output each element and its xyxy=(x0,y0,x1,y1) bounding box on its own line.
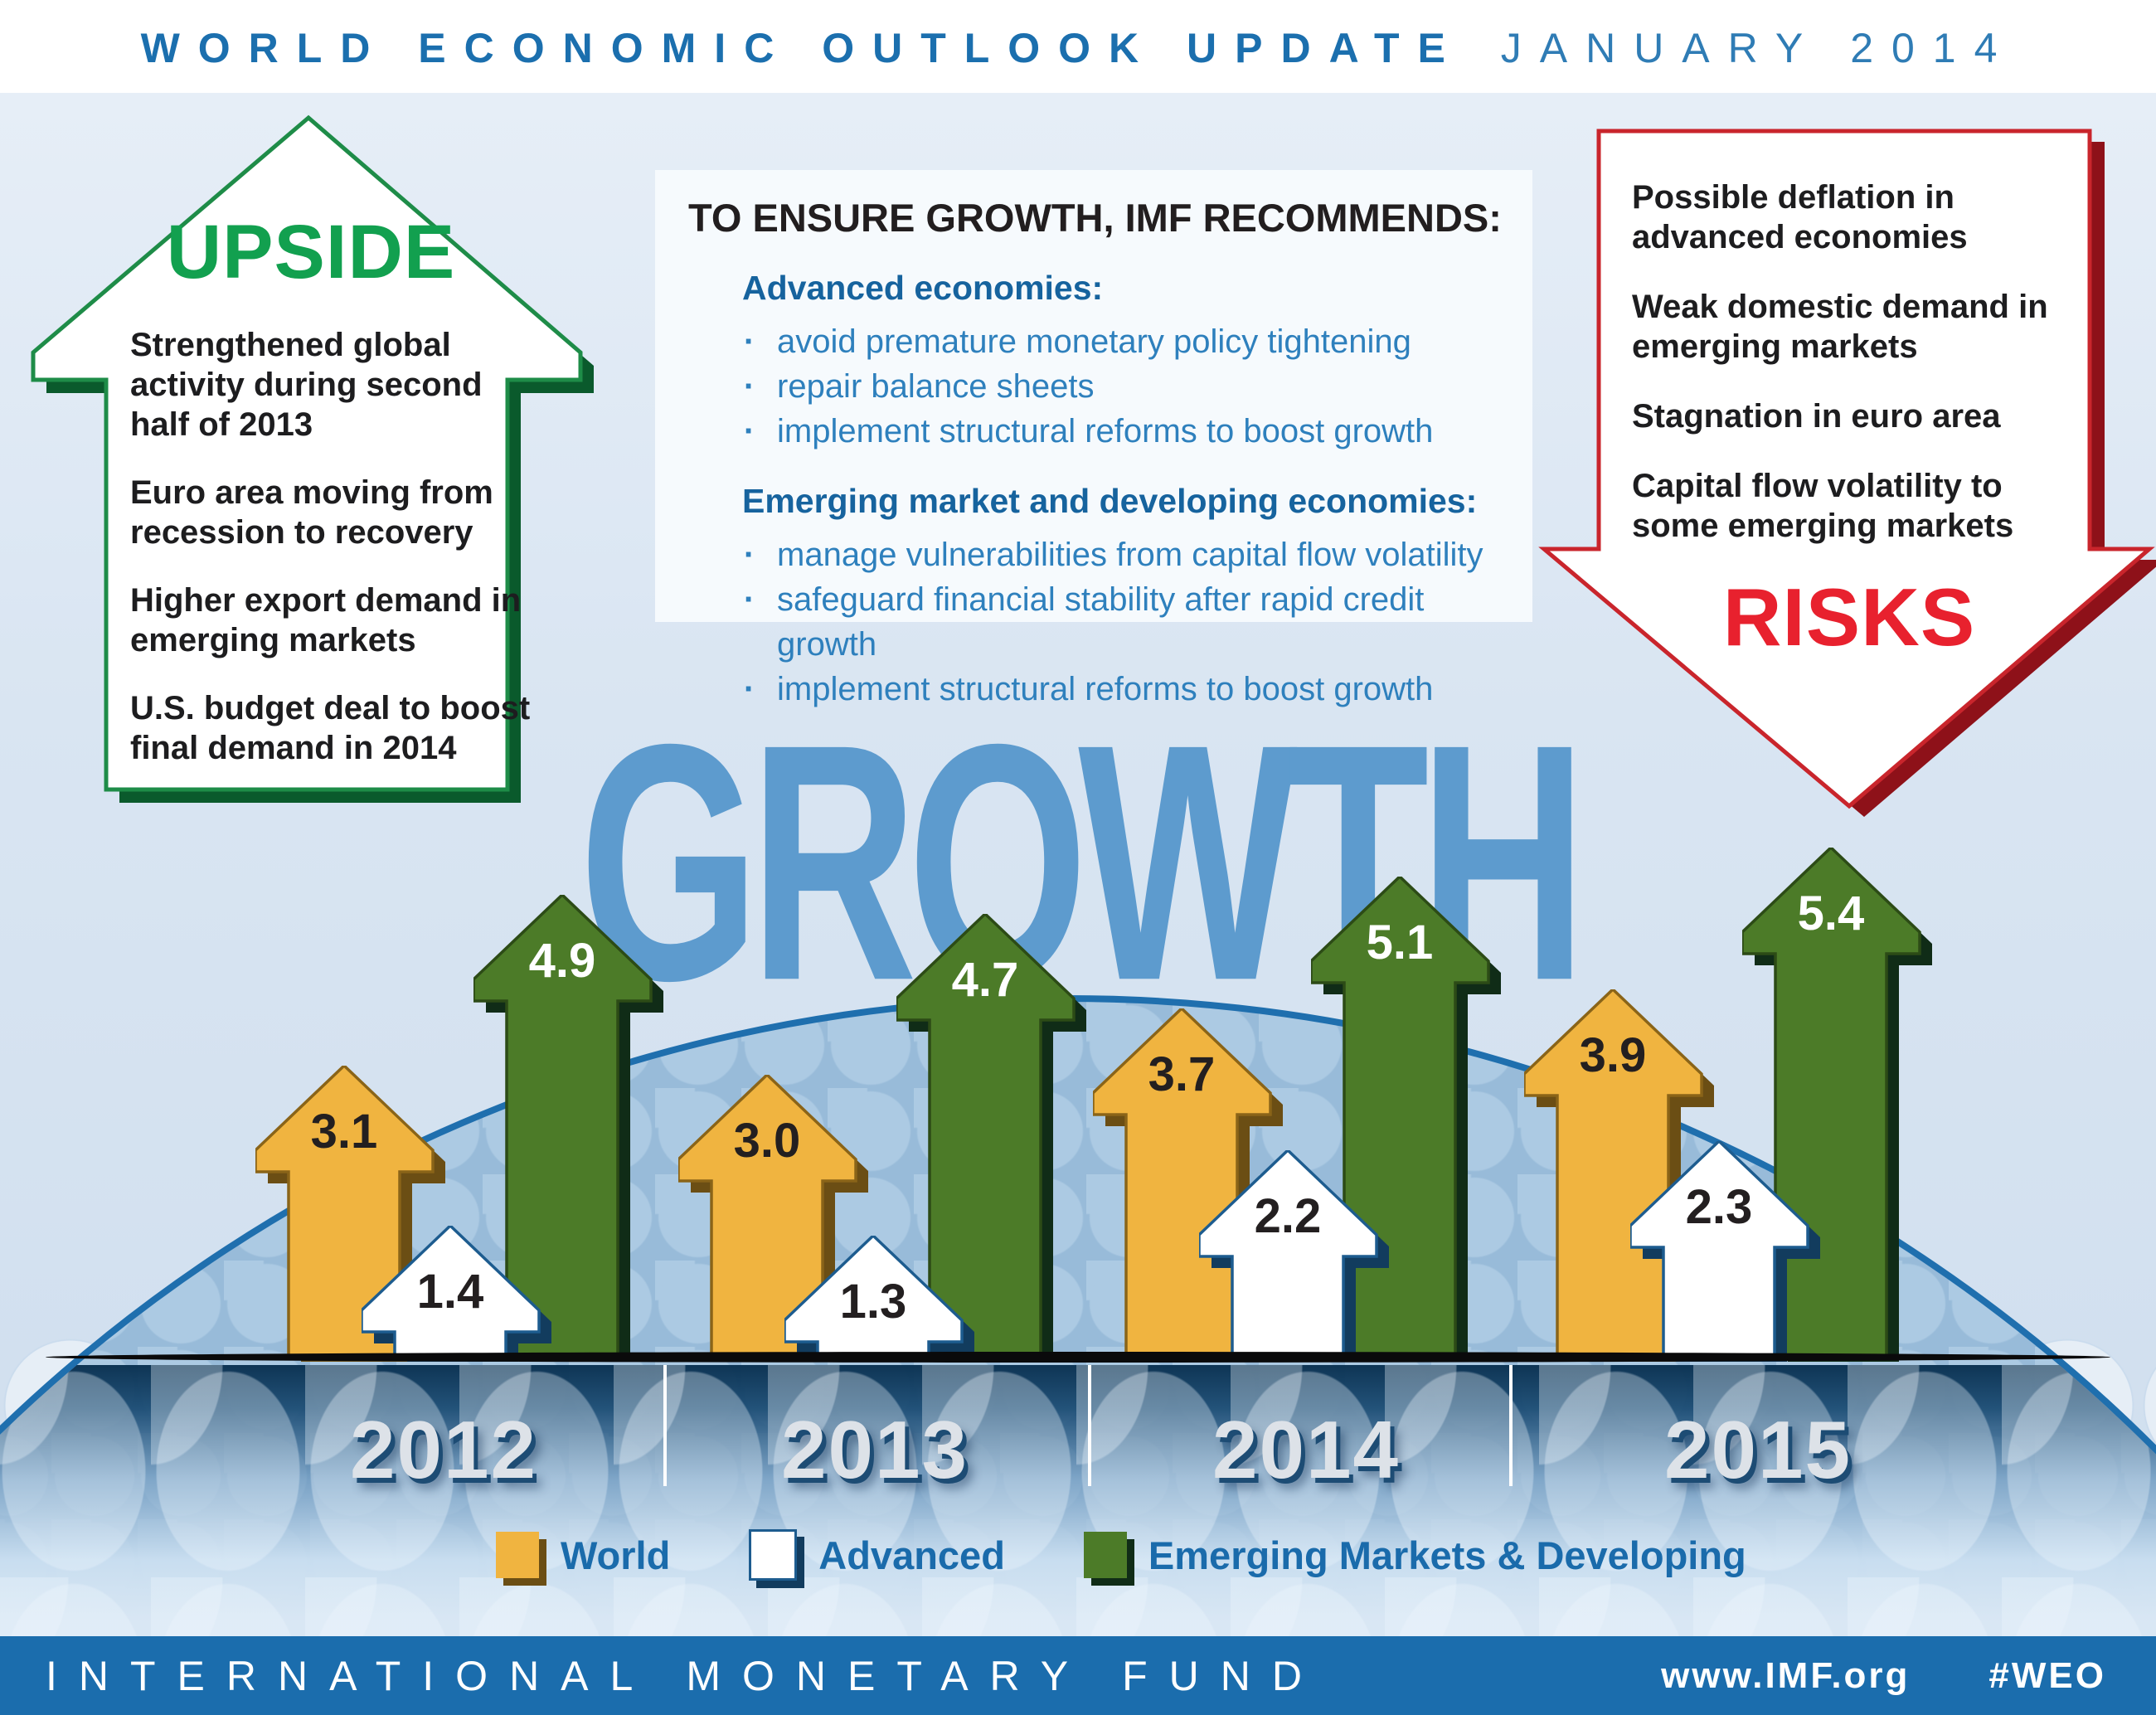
arrow-value-label: 3.9 xyxy=(1579,1028,1647,1082)
section-bullets: manage vulnerabilities from capital flow… xyxy=(742,532,1532,712)
page-date: JANUARY 2014 xyxy=(1500,25,2016,71)
chart-legend: World Advanced Emerging Markets & Developi… xyxy=(496,1526,1746,1584)
bullet: implement structural reforms to boost gr… xyxy=(742,409,1532,454)
arrow-value-label: 3.1 xyxy=(310,1105,378,1159)
upside-point: Strengthened global activity during seco… xyxy=(130,327,483,443)
header-strip: WORLD ECONOMIC OUTLOOK UPDATE JANUARY 20… xyxy=(0,0,2156,93)
year-separator xyxy=(1509,1365,1513,1486)
legend-item-advanced: Advanced xyxy=(749,1529,1005,1581)
upside-point: Euro area moving from recession to recov… xyxy=(130,474,493,551)
bullet: manage vulnerabilities from capital flow… xyxy=(742,532,1532,577)
legend-item-world: World xyxy=(496,1532,670,1578)
footer-organization: INTERNATIONAL MONETARY FUND xyxy=(46,1652,1323,1699)
arrow-value-label: 4.7 xyxy=(951,953,1019,1007)
footer-bar: INTERNATIONAL MONETARY FUND www.IMF.org … xyxy=(0,1636,2156,1715)
risks-points: Possible deflation in advanced economies… xyxy=(1632,177,2084,576)
arrow-value-label: 4.9 xyxy=(528,934,596,988)
arrow-value-label: 3.0 xyxy=(733,1114,801,1168)
growth-arrow-advanced-2015 xyxy=(1630,1141,1820,1362)
recommendations-section-advanced: Advanced economies: avoid premature mone… xyxy=(742,269,1532,454)
legend-item-emerging: Emerging Markets & Developing xyxy=(1083,1532,1746,1578)
growth-arrow-emerging-2013 xyxy=(896,914,1086,1362)
arrow-value-label: 2.2 xyxy=(1254,1189,1322,1243)
bullet: safeguard financial stability after rapi… xyxy=(742,577,1532,667)
legend-label: Emerging Markets & Developing xyxy=(1148,1533,1746,1577)
page-title: WORLD ECONOMIC OUTLOOK UPDATE xyxy=(140,25,1464,71)
year-separator xyxy=(663,1365,667,1486)
year-label-2012: 2012 xyxy=(349,1404,537,1495)
arrow-value-label: 1.3 xyxy=(839,1275,907,1329)
legend-swatch xyxy=(1083,1532,1127,1578)
bullet: implement structural reforms to boost gr… xyxy=(742,667,1532,712)
recommendations-section-emerging: Emerging market and developing economies… xyxy=(742,482,1532,712)
bullet: repair balance sheets xyxy=(742,364,1532,409)
recommendations-title: TO ENSURE GROWTH, IMF RECOMMENDS: xyxy=(688,196,1502,240)
year-label-2014: 2014 xyxy=(1212,1404,1400,1495)
upside-point: Higher export demand in emerging markets xyxy=(130,582,522,658)
section-heading: Emerging market and developing economies… xyxy=(742,482,1478,520)
section-bullets: avoid premature monetary policy tighteni… xyxy=(742,319,1532,454)
bullet: avoid premature monetary policy tighteni… xyxy=(742,319,1532,364)
upside-point: U.S. budget deal to boost final demand i… xyxy=(130,690,531,766)
risk-point: Stagnation in euro area xyxy=(1632,398,2001,435)
footer-links: www.IMF.org #WEO xyxy=(1661,1655,2106,1697)
risks-title: RISKS xyxy=(1722,571,1976,663)
recommendations-panel: TO ENSURE GROWTH, IMF RECOMMENDS: Advanc… xyxy=(655,170,1532,712)
arrow-value-label: 1.4 xyxy=(416,1265,484,1319)
arrow-value-label: 5.1 xyxy=(1366,916,1434,969)
year-label-2013: 2013 xyxy=(780,1404,969,1495)
footer-website: www.IMF.org xyxy=(1661,1654,1911,1696)
title-space xyxy=(1467,25,1497,71)
growth-arrow-advanced-2014 xyxy=(1199,1150,1389,1362)
upside-arrow-icon xyxy=(31,114,594,803)
arrow-value-label: 2.3 xyxy=(1685,1180,1753,1234)
legend-swatch xyxy=(749,1529,798,1581)
arrow-value-label: 5.4 xyxy=(1797,887,1865,940)
upside-points: Strengthened global activity during seco… xyxy=(130,325,537,796)
legend-swatch xyxy=(496,1532,539,1578)
risks-arrow-icon xyxy=(1538,129,2156,817)
legend-label: World xyxy=(561,1533,671,1577)
risk-point: Possible deflation in advanced economies xyxy=(1632,179,1968,255)
chart-baseline xyxy=(46,1352,2110,1363)
upside-title: UPSIDE xyxy=(166,210,456,294)
arrow-value-label: 3.7 xyxy=(1148,1047,1216,1101)
risk-point: Weak domestic demand in emerging markets xyxy=(1632,289,2048,365)
section-heading: Advanced economies: xyxy=(742,269,1104,307)
legend-label: Advanced xyxy=(818,1533,1005,1577)
year-separator xyxy=(1088,1365,1091,1486)
risk-point: Capital flow volatility to some emerging… xyxy=(1632,468,2014,544)
year-label-2015: 2015 xyxy=(1663,1404,1852,1495)
footer-hashtag: #WEO xyxy=(1988,1654,2106,1696)
